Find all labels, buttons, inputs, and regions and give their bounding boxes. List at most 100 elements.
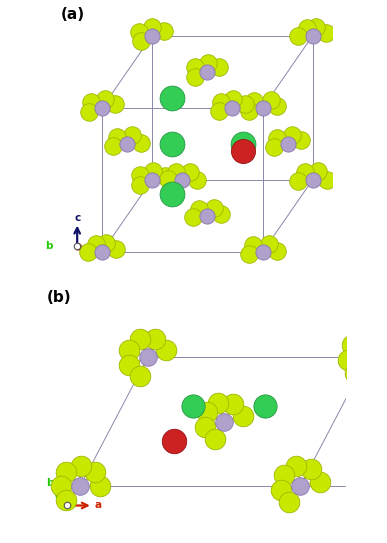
Point — [365, 353, 371, 362]
Point — [212, 434, 218, 443]
Point — [284, 140, 291, 148]
Point — [204, 211, 211, 220]
Point — [129, 131, 135, 140]
Point — [211, 204, 217, 212]
Point — [58, 481, 64, 490]
Point — [169, 140, 175, 148]
Point — [260, 103, 266, 112]
Point — [169, 190, 175, 199]
Point — [345, 355, 351, 364]
Text: c: c — [74, 213, 80, 223]
Point — [192, 72, 198, 81]
Text: c: c — [63, 469, 70, 479]
Point — [202, 423, 208, 432]
Text: b: b — [46, 478, 53, 489]
Point — [137, 37, 144, 46]
Point — [297, 481, 303, 490]
Point — [205, 59, 211, 67]
Point — [86, 108, 92, 116]
Point — [196, 204, 202, 213]
Point — [152, 334, 158, 343]
Point — [113, 245, 119, 254]
Point — [110, 142, 116, 150]
Point — [229, 103, 235, 112]
Text: a: a — [86, 248, 94, 258]
Point — [216, 106, 222, 115]
Point — [217, 98, 224, 107]
Point — [266, 239, 272, 248]
Point — [114, 133, 120, 142]
Point — [230, 94, 236, 103]
Point — [230, 400, 236, 408]
Point — [179, 175, 185, 184]
Point — [324, 175, 330, 184]
Point — [77, 481, 84, 490]
Point — [137, 180, 143, 189]
Point — [310, 175, 316, 184]
Point — [161, 27, 167, 35]
Point — [126, 361, 132, 369]
Point — [267, 96, 274, 105]
Point — [93, 239, 99, 248]
Point — [77, 462, 84, 470]
Point — [308, 465, 315, 473]
Point — [260, 248, 266, 256]
Point — [99, 248, 105, 256]
Point — [85, 248, 91, 257]
Point — [384, 351, 387, 359]
Point — [145, 353, 151, 362]
Point — [216, 62, 222, 71]
Point — [246, 106, 252, 115]
Point — [362, 333, 368, 342]
Point — [99, 103, 105, 112]
Point — [218, 210, 224, 218]
Point — [124, 140, 130, 148]
Point — [112, 100, 118, 109]
Text: a: a — [95, 501, 102, 510]
Point — [173, 167, 180, 176]
Point — [240, 140, 246, 148]
Point — [169, 93, 175, 102]
Point — [171, 437, 178, 445]
Point — [298, 136, 304, 144]
Point — [221, 417, 227, 426]
Point — [204, 67, 211, 76]
Point — [103, 239, 109, 248]
Point — [149, 22, 155, 31]
Point — [189, 402, 195, 411]
Point — [274, 247, 280, 255]
Point — [295, 177, 301, 186]
Point — [101, 94, 108, 103]
Point — [271, 143, 277, 151]
Point — [194, 175, 200, 184]
Point — [242, 99, 248, 108]
Point — [295, 32, 301, 41]
Point — [161, 171, 168, 180]
Point — [274, 102, 280, 110]
Point — [163, 345, 169, 354]
Point — [250, 241, 256, 249]
Point — [302, 168, 308, 176]
Point — [240, 411, 246, 420]
Point — [315, 167, 321, 176]
Text: b: b — [45, 241, 52, 251]
Point — [187, 168, 193, 176]
Text: (a): (a) — [61, 7, 85, 22]
Point — [286, 498, 293, 507]
Point — [126, 345, 132, 354]
Point — [97, 481, 103, 490]
Point — [293, 462, 300, 471]
Point — [150, 167, 156, 175]
Point — [63, 495, 70, 504]
Point — [91, 468, 98, 476]
Point — [74, 242, 80, 251]
Point — [262, 402, 268, 411]
Point — [281, 470, 287, 479]
Point — [149, 31, 155, 40]
Point — [215, 398, 221, 407]
Point — [190, 213, 196, 222]
Point — [246, 250, 252, 258]
Point — [323, 29, 329, 37]
Point — [310, 31, 316, 40]
Point — [138, 138, 144, 147]
